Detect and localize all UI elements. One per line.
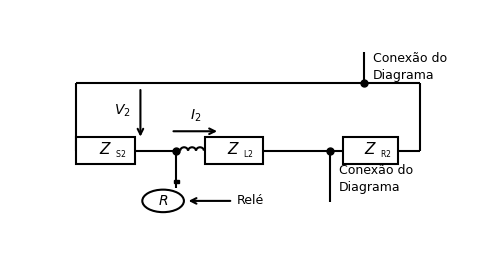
Text: $_{\rm R2}$: $_{\rm R2}$ [380,149,391,161]
Text: $I_2$: $I_2$ [190,108,201,124]
Bar [205,138,264,164]
Text: $R$: $R$ [158,194,168,208]
Text: $Z$: $Z$ [364,141,377,157]
Text: $Z$: $Z$ [99,141,112,157]
Bar [174,149,179,152]
Text: Relé: Relé [237,194,264,207]
Text: $_{\rm S2}$: $_{\rm S2}$ [115,149,126,161]
Bar [174,180,179,183]
Text: $Z$: $Z$ [227,141,241,157]
Bar [76,138,135,164]
Text: Conexão do
Diagrama: Conexão do Diagrama [339,164,413,194]
Text: $V_2$: $V_2$ [114,103,131,119]
Text: Conexão do
Diagrama: Conexão do Diagrama [373,52,447,82]
Bar [343,138,398,164]
Text: $_{\rm L2}$: $_{\rm L2}$ [244,149,254,161]
